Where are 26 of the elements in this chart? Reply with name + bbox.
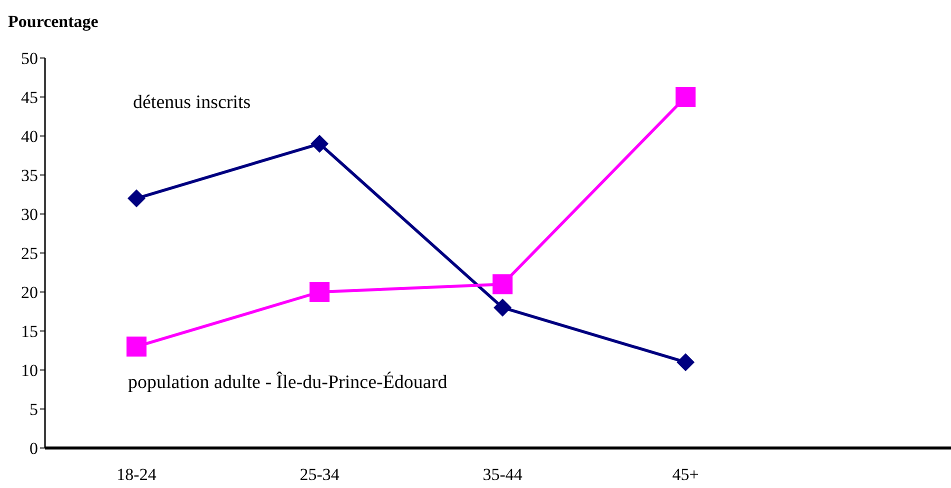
- y-tick-label: 10: [21, 361, 38, 380]
- y-tick-label: 45: [21, 88, 38, 108]
- y-tick-label: 15: [21, 322, 38, 342]
- point: [676, 353, 695, 372]
- y-tick-label: 35: [21, 166, 38, 186]
- point: [126, 336, 147, 357]
- point: [676, 87, 696, 107]
- point: [494, 298, 512, 317]
- y-axis-title: Pourcentage: [8, 12, 98, 32]
- y-tick-label: 0: [30, 439, 38, 458]
- y-tick-label: 50: [21, 49, 38, 68]
- x-tick-label: 18-24: [116, 465, 157, 484]
- x-tick-label: 35-44: [482, 465, 523, 484]
- point: [492, 274, 513, 294]
- point: [310, 134, 329, 153]
- text: détenus inscrits: [133, 92, 251, 114]
- y-tick-label: 25: [21, 244, 38, 264]
- y-tick-label: 30: [21, 205, 38, 224]
- y-tick-label: 20: [21, 283, 38, 302]
- y-tick-label: 40: [21, 127, 38, 146]
- x-tick-label: 45+: [672, 465, 699, 484]
- point: [128, 189, 146, 208]
- x-tick-label: 25-34: [300, 465, 340, 484]
- point: [310, 282, 330, 302]
- series-label: population adulte - Île-du-Prince-Édouard: [128, 372, 448, 394]
- y-tick-label: 5: [30, 400, 38, 420]
